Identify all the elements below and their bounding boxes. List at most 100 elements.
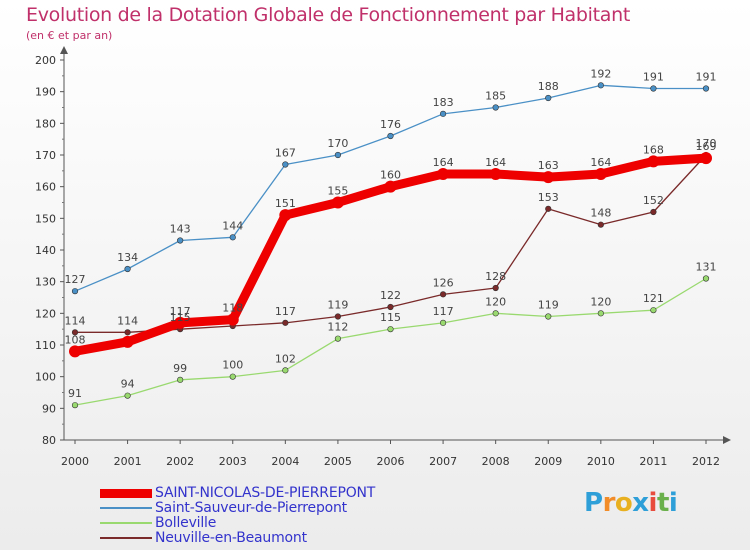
logo-letter: o <box>614 488 633 518</box>
data-label: 191 <box>643 71 664 84</box>
data-label: 117 <box>170 305 191 318</box>
data-label: 170 <box>696 137 717 150</box>
y-tick-label: 100 <box>35 371 56 384</box>
series-bolleville-point <box>334 335 342 342</box>
data-label: 114 <box>65 314 86 327</box>
data-label: 183 <box>433 96 454 109</box>
series-neuville-point <box>387 303 394 311</box>
x-tick-label: 2001 <box>114 455 142 468</box>
x-tick-label: 2003 <box>219 455 247 468</box>
x-axis-arrow <box>723 436 731 444</box>
data-label: 131 <box>696 261 717 274</box>
series-bolleville-point <box>545 313 552 320</box>
data-label: 164 <box>485 156 506 169</box>
data-label: 153 <box>538 191 559 204</box>
legend-swatch <box>100 489 152 498</box>
data-label: 163 <box>538 159 559 172</box>
legend-label: Neuville-en-Beaumont <box>155 530 307 546</box>
y-tick-label: 190 <box>35 86 56 99</box>
y-tick-label: 200 <box>35 54 56 67</box>
data-label: 118 <box>222 302 243 315</box>
data-label: 134 <box>117 251 138 264</box>
data-label: 117 <box>433 305 454 318</box>
data-label: 170 <box>327 137 348 150</box>
series-saint-sauveur-point <box>71 288 79 295</box>
series-saint-nicolas-point <box>331 196 344 209</box>
series-bolleville-point <box>177 376 184 383</box>
chart-subtitle: (en € et par an) <box>26 29 113 42</box>
data-label: 115 <box>380 311 401 324</box>
data-label: 192 <box>590 67 611 80</box>
data-label: 185 <box>485 90 506 103</box>
data-label: 122 <box>380 289 401 302</box>
data-label: 99 <box>173 362 187 375</box>
x-tick-label: 2002 <box>166 455 194 468</box>
series-neuville-point <box>650 208 657 216</box>
y-tick-label: 130 <box>35 276 56 289</box>
legend-swatch <box>100 507 152 509</box>
series-saint-nicolas-point <box>437 168 450 180</box>
data-label: 176 <box>380 118 401 131</box>
data-label: 94 <box>121 378 135 391</box>
series-bolleville-point <box>387 326 394 333</box>
legend-label: Saint-Sauveur-de-Pierrepont <box>155 500 347 516</box>
series-saint-sauveur-point <box>492 104 499 111</box>
series-bolleville-point <box>124 392 131 399</box>
logo-letter: P <box>584 488 603 518</box>
logo-letter: i <box>668 488 678 518</box>
y-tick-label: 160 <box>35 181 56 194</box>
data-label: 167 <box>275 147 296 160</box>
series-saint-sauveur-point <box>439 110 447 117</box>
series-neuville-point <box>439 291 447 298</box>
legend-swatch <box>100 522 152 524</box>
data-label: 143 <box>170 223 191 236</box>
y-tick-label: 80 <box>42 434 56 447</box>
data-label: 126 <box>433 276 454 289</box>
series-bolleville-point <box>492 310 499 317</box>
series-neuville-point <box>545 205 552 212</box>
series-saint-sauveur-point <box>650 85 657 92</box>
data-label: 164 <box>590 156 611 169</box>
series-saint-sauveur-point <box>124 265 131 273</box>
data-label: 160 <box>380 169 401 182</box>
x-tick-label: 2006 <box>377 455 405 468</box>
series-saint-sauveur-point <box>282 161 289 168</box>
data-label: 155 <box>327 185 348 198</box>
x-tick-label: 2010 <box>587 455 615 468</box>
data-label: 100 <box>222 359 243 372</box>
data-label: 115 <box>170 311 191 324</box>
series-neuville-point <box>492 284 499 292</box>
series-saint-sauveur-point <box>334 151 342 159</box>
data-label: 108 <box>65 333 86 346</box>
series-saint-nicolas-point <box>174 316 187 329</box>
legend-label: SAINT-NICOLAS-DE-PIERREPONT <box>155 485 376 501</box>
data-label: 144 <box>222 219 243 232</box>
y-tick-label: 110 <box>35 339 56 352</box>
series-neuville-point <box>124 329 131 336</box>
series-saint-nicolas-point <box>69 345 81 358</box>
data-label: 114 <box>117 314 138 327</box>
x-tick-label: 2011 <box>639 455 667 468</box>
series-bolleville-point <box>650 307 657 314</box>
data-label: 121 <box>643 292 664 305</box>
data-label: 148 <box>590 207 611 220</box>
series-saint-nicolas-point <box>384 180 397 193</box>
legend-swatch <box>100 537 152 539</box>
series-saint-sauveur-point <box>545 94 552 102</box>
series-saint-nicolas-point <box>594 168 607 180</box>
legend-label: Bolleville <box>155 515 217 531</box>
data-label: 151 <box>275 197 296 210</box>
data-label: 168 <box>643 143 664 156</box>
series-saint-sauveur-point <box>702 85 710 92</box>
series-saint-nicolas-point <box>542 171 555 184</box>
data-label: 128 <box>485 270 506 283</box>
logo-letter: i <box>648 488 658 518</box>
logo-letter: r <box>602 488 616 518</box>
data-label: 112 <box>327 321 348 334</box>
data-label: 119 <box>538 299 559 312</box>
series-saint-nicolas-point <box>226 313 239 326</box>
y-tick-label: 180 <box>35 117 56 130</box>
x-tick-label: 2000 <box>61 455 89 468</box>
series-saint-sauveur-point <box>229 234 236 241</box>
